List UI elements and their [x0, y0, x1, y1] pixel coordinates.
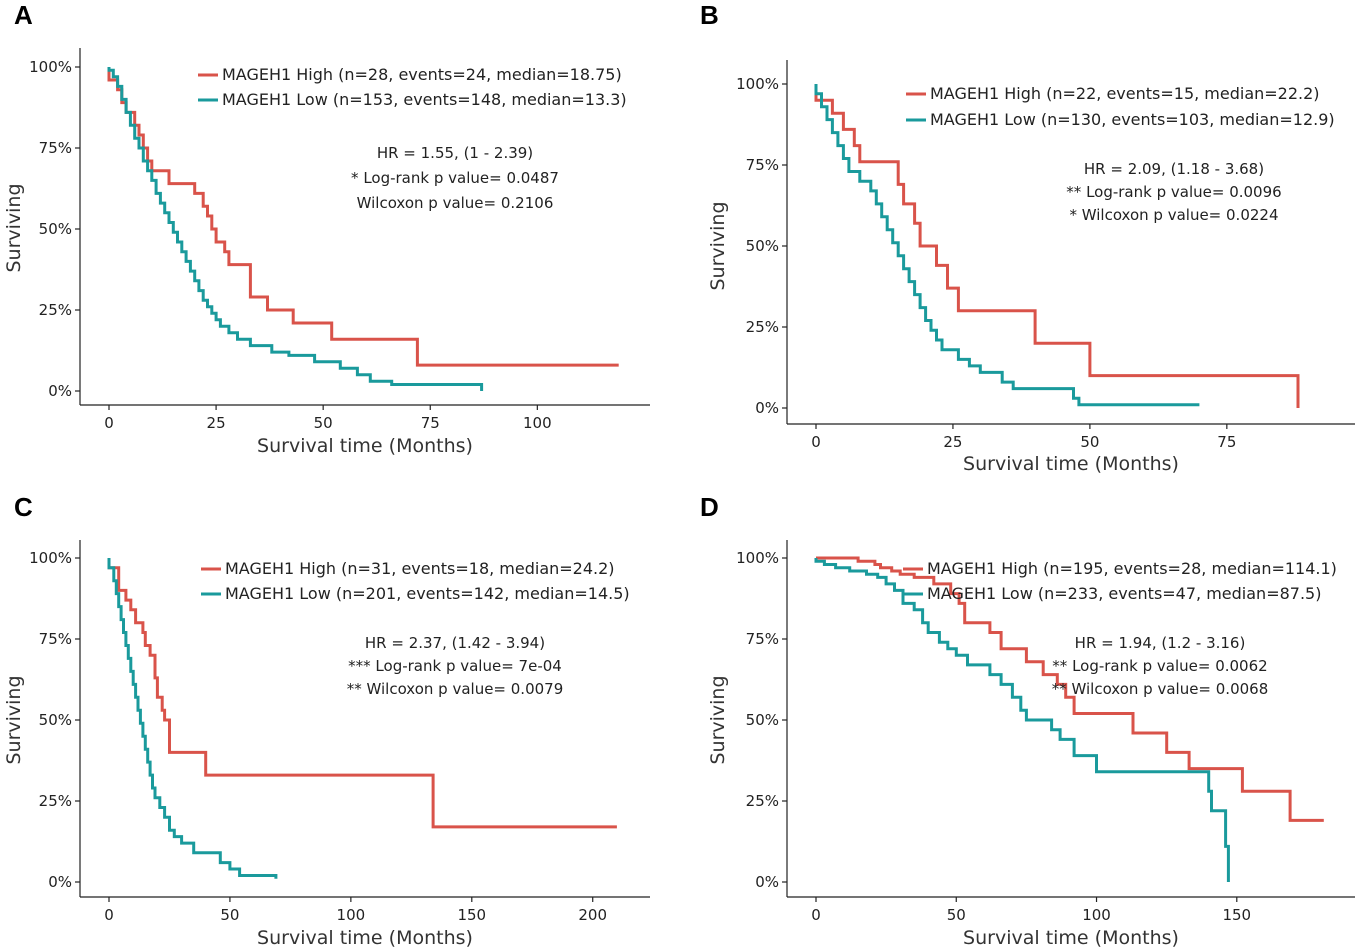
panel-letter: B [700, 0, 719, 30]
y-tick-label: 0% [48, 382, 72, 400]
stat-annotation: ** Wilcoxon p value= 0.0079 [347, 680, 564, 698]
y-tick-label: 0% [48, 873, 72, 891]
legend-label-high: MAGEH1 High (n=31, events=18, median=24.… [225, 559, 615, 578]
panel-letter: D [700, 492, 719, 522]
x-axis-title: Survival time (Months) [963, 453, 1179, 475]
x-axis-title: Survival time (Months) [257, 927, 473, 949]
legend-label-low: MAGEH1 Low (n=130, events=103, median=12… [930, 110, 1335, 129]
stat-annotation: *** Log-rank p value= 7e-04 [348, 657, 562, 675]
y-tick-label: 100% [736, 75, 779, 93]
y-tick-label: 0% [755, 873, 779, 891]
y-tick-label: 25% [746, 792, 779, 810]
stat-annotation: Wilcoxon p value= 0.2106 [357, 194, 554, 212]
survival-curve-high [107, 558, 617, 829]
y-tick-label: 50% [746, 237, 779, 255]
y-tick-label: 0% [755, 399, 779, 417]
y-tick-label: 50% [39, 711, 72, 729]
x-tick-label: 25 [207, 414, 226, 432]
y-axis-title: Surviving [3, 675, 25, 764]
stat-annotation: HR = 2.37, (1.42 - 3.94) [365, 634, 545, 652]
x-tick-label: 200 [578, 906, 607, 924]
survival-curve-high [816, 556, 1324, 822]
panel-letter: C [14, 492, 33, 522]
y-tick-label: 100% [29, 549, 72, 567]
y-tick-label: 100% [29, 58, 72, 76]
stat-annotation: HR = 1.55, (1 - 2.39) [377, 144, 533, 162]
y-axis-title: Surviving [707, 201, 729, 290]
panel-a: A 0% 25% 50% 75% 100% 0 25 50 75 100 Survival time … [3, 0, 650, 457]
stat-annotation: HR = 1.94, (1.2 - 3.16) [1075, 634, 1246, 652]
x-axis-title: Survival time (Months) [963, 927, 1179, 949]
y-tick-label: 25% [39, 792, 72, 810]
legend-label-low: MAGEH1 Low (n=201, events=142, median=14… [225, 584, 630, 603]
y-tick-label: 75% [39, 630, 72, 648]
y-tick-label: 75% [39, 139, 72, 157]
stat-annotation: ** Log-rank p value= 0.0096 [1066, 183, 1281, 201]
stat-annotation: * Wilcoxon p value= 0.0224 [1069, 206, 1278, 224]
y-axis-title: Surviving [3, 183, 25, 272]
legend-label-low: MAGEH1 Low (n=233, events=47, median=87.… [927, 584, 1321, 603]
y-tick-label: 75% [746, 630, 779, 648]
x-tick-label: 0 [104, 906, 114, 924]
x-tick-label: 100 [523, 414, 552, 432]
y-tick-label: 75% [746, 156, 779, 174]
x-tick-label: 100 [337, 906, 366, 924]
panel-d: D 0% 25% 50% 75% 100% 0 50 100 150 Survival time (… [700, 492, 1355, 949]
legend-label-high: MAGEH1 High (n=28, events=24, median=18.… [222, 65, 622, 84]
survival-curve-low [107, 67, 484, 391]
y-tick-label: 100% [736, 549, 779, 567]
x-tick-label: 150 [457, 906, 486, 924]
x-tick-label: 50 [220, 906, 239, 924]
survival-curve-high [814, 84, 1300, 408]
y-tick-label: 25% [39, 301, 72, 319]
stat-annotation: ** Wilcoxon p value= 0.0068 [1052, 680, 1269, 698]
survival-curve-low [814, 84, 1200, 407]
x-tick-label: 75 [421, 414, 440, 432]
legend-label-high: MAGEH1 High (n=195, events=28, median=11… [927, 559, 1337, 578]
x-tick-label: 0 [811, 906, 821, 924]
x-tick-label: 25 [943, 433, 962, 451]
survival-curve-low [107, 558, 278, 879]
x-tick-label: 150 [1222, 906, 1251, 924]
legend-label-low: MAGEH1 Low (n=153, events=148, median=13… [222, 90, 627, 109]
y-tick-label: 25% [746, 318, 779, 336]
legend-label-high: MAGEH1 High (n=22, events=15, median=22.… [930, 84, 1320, 103]
stat-annotation: HR = 2.09, (1.18 - 3.68) [1084, 160, 1264, 178]
x-tick-label: 50 [1080, 433, 1099, 451]
x-axis-title: Survival time (Months) [257, 435, 473, 457]
y-tick-label: 50% [39, 220, 72, 238]
x-tick-label: 50 [947, 906, 966, 924]
panel-b: B 0% 25% 50% 75% 100% 0 25 50 75 Survival time (Mo… [700, 0, 1355, 475]
x-tick-label: 0 [811, 433, 821, 451]
x-tick-label: 0 [104, 414, 114, 432]
survival-curve-high [107, 67, 619, 367]
stat-annotation: ** Log-rank p value= 0.0062 [1052, 657, 1267, 675]
y-axis-title: Surviving [707, 675, 729, 764]
x-tick-label: 100 [1082, 906, 1111, 924]
panel-c: C 0% 25% 50% 75% 100% 0 50 100 150 200 Survival tim… [3, 492, 650, 949]
y-tick-label: 50% [746, 711, 779, 729]
x-tick-label: 50 [314, 414, 333, 432]
panel-letter: A [14, 0, 33, 30]
survival-curve-low [814, 558, 1230, 882]
stat-annotation: * Log-rank p value= 0.0487 [351, 169, 559, 187]
x-tick-label: 75 [1217, 433, 1236, 451]
